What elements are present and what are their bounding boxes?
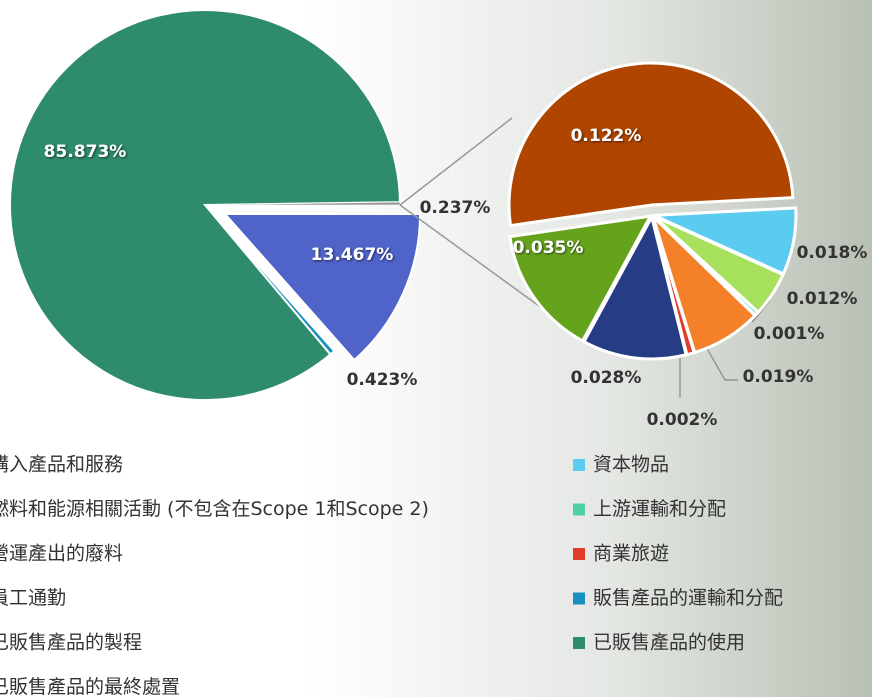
legend-label: 員工通勤 xyxy=(0,587,66,609)
legend-label: 已販售產品的最終處置 xyxy=(0,676,180,697)
legend-label: 上游運輸和分配 xyxy=(593,498,726,520)
data-label: 0.035% xyxy=(513,238,584,258)
data-label: 0.122% xyxy=(571,126,642,146)
data-label: 13.467% xyxy=(311,245,394,265)
pie-slice xyxy=(507,61,795,228)
legend-swatch xyxy=(573,503,585,516)
legend-label: 販售產品的運輸和分配 xyxy=(593,587,783,609)
legend-label: 資本物品 xyxy=(593,454,669,476)
legend-swatch xyxy=(573,592,585,605)
legend-label: 已販售產品的製程 xyxy=(0,632,142,654)
legend-label: 商業旅遊 xyxy=(593,543,669,565)
legend-label: 購入產品和服務 xyxy=(0,454,123,476)
data-label: 85.873% xyxy=(44,142,127,162)
data-label: 0.018% xyxy=(797,243,868,263)
legend-swatch xyxy=(573,637,585,649)
legend-swatch xyxy=(573,459,585,471)
data-label: 0.237% xyxy=(420,198,491,218)
data-label: 0.002% xyxy=(647,410,718,430)
legend-label: 已販售產品的使用 xyxy=(593,632,745,654)
pie-slice xyxy=(581,212,688,361)
data-label: 0.423% xyxy=(347,370,418,390)
legend-label: 營運產出的廢料 xyxy=(0,543,123,565)
connector-line xyxy=(399,117,513,206)
data-label: 0.001% xyxy=(754,324,825,344)
data-label: 0.019% xyxy=(743,367,814,387)
legend-swatch xyxy=(573,548,585,560)
data-label: 0.028% xyxy=(571,368,642,388)
pie-slice xyxy=(222,213,422,362)
legend-label: 燃料和能源相關活動 (不包含在Scope 1和Scope 2) xyxy=(0,498,429,520)
leader-line xyxy=(704,344,738,381)
pie-slice xyxy=(508,214,654,343)
pie-slice xyxy=(9,9,401,401)
data-label: 0.012% xyxy=(787,289,858,309)
